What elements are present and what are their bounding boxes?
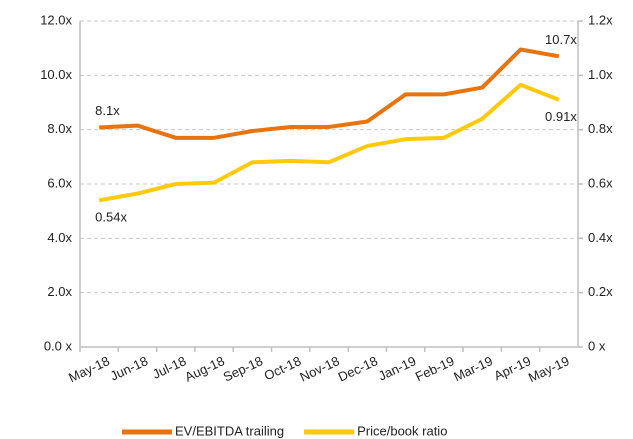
x-tick-label: Apr-19	[492, 353, 534, 383]
y2-tick-label: 1.0x	[588, 67, 613, 82]
x-tick-label: Aug-18	[182, 353, 226, 384]
data-label: 8.1x	[95, 103, 120, 118]
y2-tick-label: 1.2x	[588, 12, 613, 27]
y2-tick-label: 0.4x	[588, 230, 613, 245]
y-tick-label: 2.0x	[47, 284, 72, 299]
x-tick-label: Jan-19	[376, 353, 418, 383]
x-tick-label: Jun-18	[108, 353, 150, 383]
x-tick-label: May-18	[66, 353, 112, 385]
y2-tick-label: 0 x	[588, 338, 606, 353]
y2-tick-label: 0.6x	[588, 175, 613, 190]
data-label: 0.54x	[95, 210, 127, 225]
y-tick-label: 12.0x	[40, 12, 72, 27]
x-tick-label: May-19	[526, 353, 572, 385]
x-tick-label: Feb-19	[413, 353, 457, 384]
x-tick-label: Sep-18	[221, 353, 265, 384]
y-tick-label: 4.0x	[47, 230, 72, 245]
data-label: 0.91x	[545, 109, 577, 124]
series-line	[99, 47, 560, 140]
x-tick-label: Jul-18	[150, 353, 188, 382]
y-tick-label: 0.0 x	[44, 338, 73, 353]
y-tick-label: 8.0x	[47, 121, 72, 136]
legend-label: Price/book ratio	[357, 423, 447, 438]
x-tick-label: Dec-18	[336, 353, 380, 384]
y2-tick-label: 0.8x	[588, 121, 613, 136]
x-tick-label: Mar-19	[451, 353, 495, 384]
legend-label: EV/EBITDA trailing	[175, 423, 284, 438]
x-tick-label: Nov-18	[297, 353, 341, 384]
series-line	[98, 82, 560, 203]
y2-tick-label: 0.2x	[588, 284, 613, 299]
y-tick-label: 6.0x	[47, 175, 72, 190]
y-tick-label: 10.0x	[40, 67, 72, 82]
data-label: 10.7x	[545, 32, 577, 47]
x-tick-label: Oct-18	[262, 353, 304, 383]
